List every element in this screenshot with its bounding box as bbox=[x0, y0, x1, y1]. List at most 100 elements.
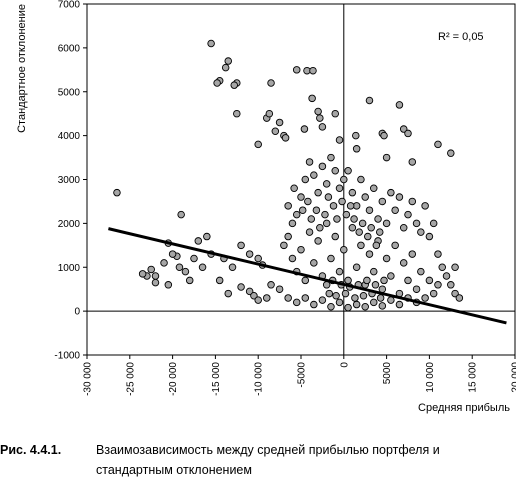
data-point bbox=[451, 289, 459, 298]
data-point bbox=[290, 184, 298, 193]
data-point bbox=[425, 276, 434, 285]
data-point bbox=[370, 184, 378, 193]
y-tick-label: 1000 bbox=[58, 263, 81, 274]
data-point bbox=[228, 263, 237, 272]
y-tick-label: 0 bbox=[74, 307, 80, 318]
data-point bbox=[434, 281, 442, 289]
data-point bbox=[318, 162, 327, 171]
data-point bbox=[298, 206, 307, 214]
data-point bbox=[267, 281, 275, 289]
data-point bbox=[365, 206, 374, 214]
data-point bbox=[113, 188, 121, 197]
y-axis-ticks: -1000 0 1000 2000 3000 4000 5000 6000 7000 bbox=[54, 0, 87, 362]
data-point bbox=[387, 296, 395, 304]
data-point bbox=[160, 259, 168, 267]
data-point bbox=[297, 245, 305, 254]
data-point bbox=[359, 292, 368, 300]
data-point bbox=[284, 232, 292, 241]
data-point bbox=[245, 287, 254, 296]
data-point bbox=[316, 224, 324, 232]
data-point bbox=[344, 303, 352, 312]
data-point bbox=[352, 145, 361, 153]
data-point bbox=[378, 302, 387, 310]
data-point bbox=[425, 232, 434, 241]
data-point bbox=[213, 79, 221, 87]
data-point bbox=[455, 294, 464, 302]
data-point bbox=[361, 302, 369, 311]
data-point bbox=[350, 215, 358, 223]
data-point bbox=[358, 219, 367, 228]
axis-lines bbox=[87, 4, 515, 355]
data-point bbox=[404, 210, 412, 219]
data-point bbox=[447, 281, 455, 289]
data-point bbox=[346, 202, 355, 210]
data-point bbox=[288, 254, 297, 263]
data-point bbox=[421, 294, 429, 302]
data-point bbox=[275, 118, 284, 127]
x-axis-ticks: -30 000 -25 000 -20 000 -15 000 -10 000 -5000… bbox=[83, 355, 516, 396]
data-point bbox=[395, 300, 404, 309]
data-point bbox=[434, 140, 442, 149]
data-point bbox=[365, 96, 374, 105]
data-point bbox=[254, 140, 262, 149]
data-point bbox=[417, 267, 425, 276]
data-point bbox=[352, 263, 361, 272]
data-point bbox=[322, 281, 331, 289]
data-point bbox=[280, 241, 288, 250]
data-point bbox=[408, 158, 417, 166]
data-point bbox=[399, 224, 408, 232]
data-point bbox=[194, 237, 203, 245]
data-point bbox=[412, 285, 421, 293]
data-point bbox=[151, 278, 160, 287]
x-tick-label: -25 000 bbox=[125, 362, 136, 396]
data-point bbox=[352, 300, 361, 309]
data-point bbox=[327, 254, 335, 263]
data-point bbox=[344, 276, 352, 285]
data-point bbox=[284, 294, 292, 302]
data-point bbox=[297, 193, 305, 201]
x-tick-label: -5000 bbox=[297, 362, 308, 388]
data-point bbox=[309, 66, 317, 75]
y-tick-label: 2000 bbox=[58, 219, 81, 230]
data-point bbox=[376, 228, 384, 236]
data-point bbox=[181, 267, 190, 276]
data-point bbox=[292, 298, 301, 307]
data-point bbox=[365, 250, 374, 258]
y-tick-label: 5000 bbox=[58, 87, 81, 98]
data-point bbox=[300, 125, 309, 133]
data-point bbox=[203, 232, 211, 241]
data-point bbox=[357, 241, 365, 250]
y-tick-label: 7000 bbox=[58, 0, 81, 11]
data-point bbox=[245, 250, 254, 258]
data-point bbox=[230, 81, 238, 89]
data-point bbox=[292, 66, 301, 74]
x-tick-label: 5000 bbox=[382, 362, 393, 385]
data-point bbox=[363, 276, 371, 285]
data-point bbox=[333, 215, 341, 223]
data-point bbox=[329, 202, 338, 210]
data-point bbox=[380, 131, 388, 140]
data-point bbox=[168, 250, 177, 258]
data-point bbox=[254, 254, 262, 263]
data-point bbox=[301, 294, 310, 302]
data-point bbox=[357, 175, 365, 184]
data-point bbox=[263, 294, 271, 302]
data-point bbox=[335, 298, 344, 307]
data-point bbox=[395, 193, 404, 201]
data-point bbox=[447, 149, 455, 157]
data-point bbox=[348, 224, 357, 232]
data-point bbox=[301, 276, 310, 285]
data-point bbox=[404, 129, 412, 138]
data-point bbox=[372, 241, 381, 250]
data-point bbox=[331, 166, 339, 175]
data-point bbox=[404, 276, 412, 285]
data-point bbox=[340, 175, 348, 184]
data-point bbox=[438, 263, 446, 272]
r-squared-annotation: R² = 0,05 bbox=[438, 31, 484, 43]
data-point bbox=[417, 228, 425, 236]
data-point bbox=[382, 153, 391, 162]
data-point bbox=[305, 158, 314, 166]
y-axis-title: Стандартное отклонение bbox=[16, 4, 28, 133]
data-point bbox=[348, 188, 357, 197]
data-point bbox=[308, 94, 316, 103]
